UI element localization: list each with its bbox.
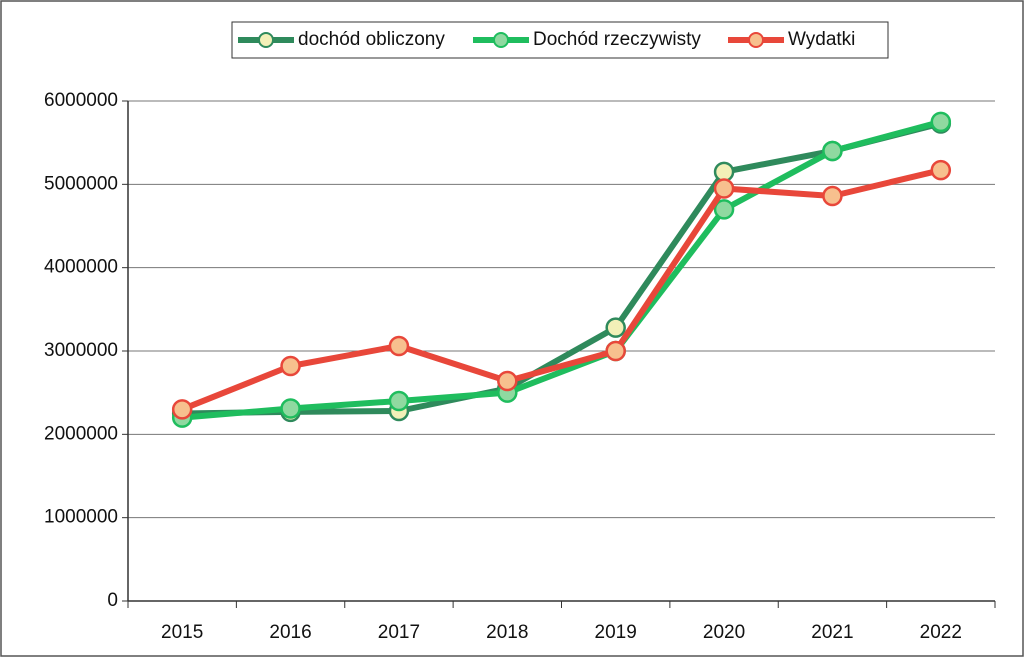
x-tick-label: 2022 (920, 622, 962, 643)
y-tick-label: 3000000 (44, 340, 118, 361)
y-tick-label: 2000000 (44, 423, 118, 444)
x-tick-label: 2017 (378, 622, 420, 643)
x-tick-label: 2021 (811, 622, 853, 643)
y-tick-label: 5000000 (44, 173, 118, 194)
marker (605, 317, 626, 338)
marker (171, 399, 193, 420)
marker (388, 335, 410, 357)
legend-label: dochód obliczony (298, 29, 445, 50)
legend-marker (258, 32, 274, 48)
marker (930, 159, 952, 181)
x-tick-label: 2016 (269, 622, 311, 643)
x-tick-label: 2018 (486, 622, 528, 643)
marker (280, 355, 301, 377)
marker (713, 161, 735, 183)
legend-marker (493, 32, 509, 48)
y-tick-label: 4000000 (44, 257, 118, 278)
marker (713, 178, 735, 199)
y-tick-label: 1000000 (44, 507, 118, 528)
legend-label: Dochód rzeczywisty (533, 29, 701, 50)
marker (822, 185, 843, 207)
marker (822, 140, 843, 162)
x-tick-label: 2020 (703, 622, 745, 643)
x-tick-label: 2019 (595, 622, 637, 643)
marker (713, 199, 735, 220)
marker (497, 370, 518, 392)
series-line (181, 167, 942, 413)
legend-marker (748, 32, 764, 48)
y-tick-label: 6000000 (44, 90, 118, 111)
y-tick-label: 0 (107, 590, 118, 611)
marker (280, 398, 301, 419)
x-tick-label: 2015 (161, 622, 203, 643)
series-line (182, 120, 942, 417)
series-line (181, 118, 942, 421)
marker (605, 340, 626, 362)
marker (388, 390, 410, 412)
legend-label: Wydatki (788, 29, 855, 50)
marker (930, 111, 952, 133)
